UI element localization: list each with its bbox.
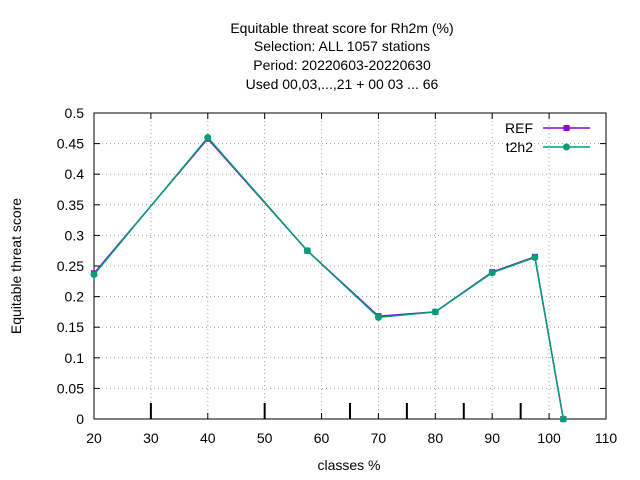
x-tick-label: 100 <box>537 430 561 446</box>
y-tick-label: 0.25 <box>57 258 84 274</box>
grid <box>94 113 606 419</box>
chart-title: Equitable threat score for Rh2m (%) Sele… <box>230 20 453 92</box>
data-point-t2h2 <box>303 247 311 255</box>
x-tick-label: 20 <box>86 430 102 446</box>
series-line-t2h2 <box>93 136 565 420</box>
y-tick-label: 0.5 <box>65 105 85 121</box>
y-tick-label: 0.3 <box>65 227 85 243</box>
y-tick-label: 0.1 <box>65 350 85 366</box>
ticks: 20 30 40 50 60 70 80 90 100 110 0 0.05 0.1 0.15 0.2 0.2… <box>57 105 618 446</box>
legend-marker-REF <box>563 125 570 131</box>
x-tick-label: 80 <box>428 430 444 446</box>
data-point-t2h2 <box>531 253 539 261</box>
title-line-1: Equitable threat score for Rh2m (%) <box>230 20 453 36</box>
y-tick-label: 0.05 <box>57 380 84 396</box>
series-line-REF <box>93 137 565 420</box>
x-axis-label: classes % <box>317 457 380 473</box>
x-tick-label: 70 <box>371 430 387 446</box>
y-tick-label: 0.45 <box>57 136 84 152</box>
series <box>90 133 567 423</box>
x-tick-label: 40 <box>200 430 216 446</box>
x-tick-label: 50 <box>257 430 273 446</box>
plot-frame <box>93 112 607 420</box>
legend-label-REF: REF <box>505 120 533 136</box>
legend-label-t2h2: t2h2 <box>506 139 533 155</box>
y-tick-label: 0 <box>76 411 84 427</box>
data-point-t2h2 <box>488 269 496 277</box>
x-tick-label: 30 <box>143 430 159 446</box>
data-point-t2h2 <box>374 313 382 321</box>
y-tick-label: 0.2 <box>65 289 85 305</box>
data-point-t2h2 <box>90 271 98 279</box>
title-line-2: Selection: ALL 1057 stations <box>254 38 430 54</box>
legend-marker-t2h2 <box>563 143 570 151</box>
x-tick-label: 110 <box>595 430 618 446</box>
data-point-t2h2 <box>431 308 439 316</box>
y-axis-label: Equitable threat score <box>8 198 24 334</box>
data-point-t2h2 <box>204 133 212 141</box>
x-tick-label: 60 <box>314 430 330 446</box>
legend: REF t2h2 <box>505 120 590 155</box>
y-tick-label: 0.35 <box>57 197 84 213</box>
x-tick-label: 90 <box>484 430 500 446</box>
data-point-t2h2 <box>559 415 567 423</box>
title-line-4: Used 00,03,...,21 + 00 03 ... 66 <box>246 76 439 92</box>
y-tick-label: 0.15 <box>57 319 84 335</box>
bottom-markers <box>149 403 522 419</box>
title-line-3: Period: 20220603-20220630 <box>253 57 431 73</box>
y-tick-label: 0.4 <box>65 166 85 182</box>
